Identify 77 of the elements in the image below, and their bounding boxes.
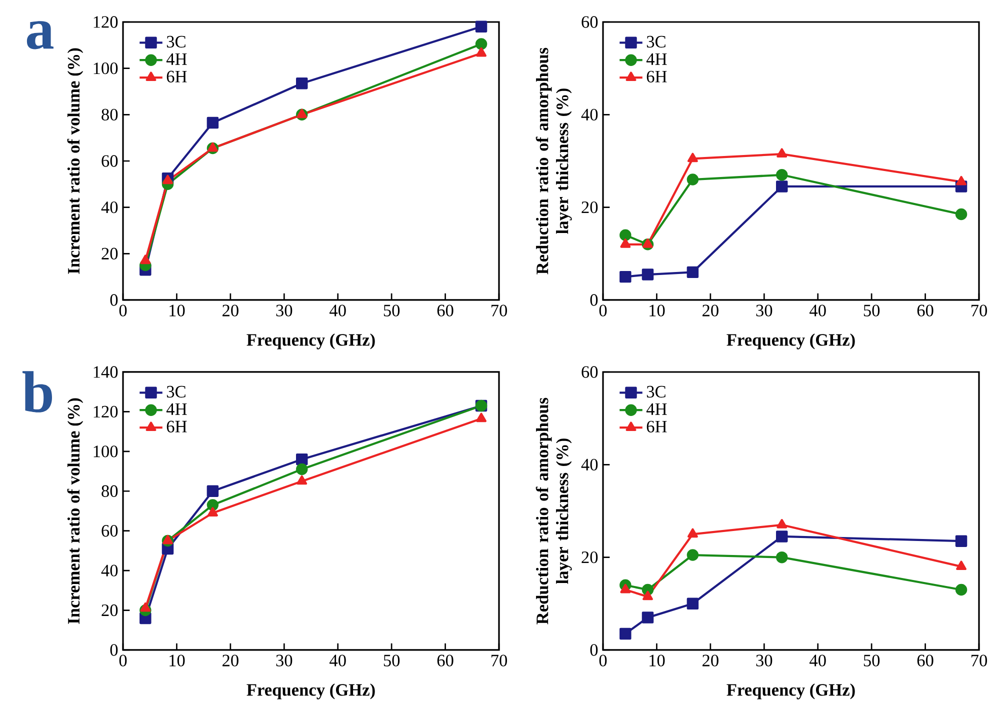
y-tick-label: 140 (94, 366, 118, 378)
y-tick-label: 80 (102, 108, 118, 121)
x-tick-label: 50 (864, 654, 880, 666)
x-tick-label: 50 (384, 654, 400, 666)
x-tick-label: 10 (170, 654, 185, 666)
x-tick-label: 30 (276, 654, 292, 666)
text: a (26, 21, 54, 50)
x-tick-label: 20 (702, 654, 718, 666)
legend-label: 3C (166, 36, 186, 48)
text: b (22, 371, 52, 412)
x-tick-label: 10 (170, 304, 185, 316)
y-tick-label: 20 (582, 551, 598, 564)
x-tick-label: 0 (119, 304, 127, 316)
x-tick-label: 20 (222, 654, 238, 666)
y-tick-label: 0 (110, 644, 118, 656)
y-tick-label: 20 (102, 248, 118, 260)
y-tick-label: 60 (102, 155, 118, 167)
x-tick-label: 30 (276, 304, 292, 316)
legend-label: 3C (166, 386, 186, 398)
x-axis-title: Frequency (GHz) (246, 334, 375, 350)
x-tick-label: 60 (917, 654, 934, 666)
y-tick-label: 20 (582, 201, 598, 214)
y-tick-label: 80 (102, 485, 118, 497)
legend-label: 4H (646, 53, 667, 65)
legend-label: 3C (646, 36, 666, 48)
y-tick-label: 20 (102, 604, 118, 616)
y-tick-label: 0 (590, 294, 598, 306)
y-axis-title: Reduction ratio of amorphous layer thickness (%) (536, 48, 572, 274)
legend-label: 4H (166, 403, 187, 415)
x-tick-label: 40 (810, 654, 826, 666)
x-tick-label: 40 (810, 304, 826, 316)
y-tick-label: 40 (101, 201, 118, 214)
x-axis-title: Frequency (GHz) (726, 334, 855, 350)
x-tick-label: 70 (971, 654, 987, 666)
y-tick-label: 40 (581, 108, 598, 121)
y-tick-label: 60 (582, 366, 598, 378)
x-tick-label: 50 (384, 304, 400, 316)
y-tick-label: 60 (582, 16, 598, 28)
x-tick-label: 40 (330, 304, 346, 316)
y-axis-title: Increment ratio of volume (%) (67, 398, 84, 624)
x-tick-label: 70 (971, 304, 987, 316)
x-axis-title: Frequency (GHz) (726, 684, 855, 700)
legend-label: 3C (646, 386, 666, 398)
legend-label: 6H (646, 70, 667, 82)
legend-label: 6H (646, 420, 667, 432)
x-tick-label: 20 (222, 304, 238, 316)
y-tick-label: 40 (581, 458, 598, 471)
y-tick-label: 100 (94, 446, 118, 458)
y-tick-label: 60 (102, 525, 118, 537)
y-axis-title: Increment ratio of volume (%) (67, 48, 84, 274)
legend-label: 4H (646, 403, 667, 415)
x-tick-label: 10 (650, 304, 665, 316)
x-tick-label: 10 (650, 654, 665, 666)
x-tick-label: 30 (756, 304, 772, 316)
legend-label: 6H (166, 420, 187, 432)
x-tick-label: 40 (330, 654, 346, 666)
x-tick-label: 0 (599, 304, 607, 316)
y-tick-label: 100 (94, 62, 118, 74)
x-tick-label: 70 (491, 654, 508, 666)
x-tick-label: 60 (437, 654, 454, 666)
legend-label: 6H (166, 70, 187, 82)
y-axis-title: Reduction ratio of amorphous layer thickness (%) (536, 398, 572, 624)
y-tick-label: 0 (110, 294, 118, 306)
x-tick-label: 50 (864, 304, 880, 316)
x-tick-label: 20 (702, 304, 718, 316)
legend-label: 4H (166, 53, 187, 65)
y-tick-label: 120 (94, 16, 118, 28)
x-tick-label: 0 (119, 654, 127, 666)
y-tick-label: 120 (94, 406, 118, 418)
x-tick-label: 70 (491, 304, 508, 316)
x-tick-label: 60 (917, 304, 934, 316)
y-tick-label: 0 (590, 644, 598, 656)
x-tick-label: 60 (437, 304, 454, 316)
x-tick-label: 30 (756, 654, 772, 666)
x-tick-label: 0 (599, 654, 607, 666)
y-tick-label: 40 (101, 564, 118, 576)
x-axis-title: Frequency (GHz) (246, 684, 375, 700)
